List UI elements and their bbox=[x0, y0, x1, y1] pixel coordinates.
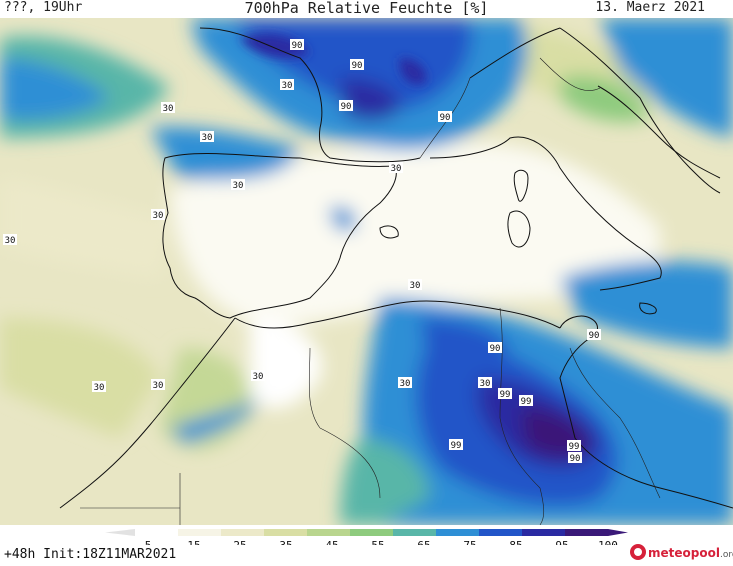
contour-label-bg bbox=[587, 329, 601, 340]
contour-label: 30 bbox=[94, 383, 105, 393]
init-time-label: +48h Init:18Z11MAR2021 bbox=[4, 547, 177, 562]
contour-label: 99 bbox=[569, 442, 580, 452]
contour-label: 90 bbox=[341, 102, 352, 112]
contour-label-bg bbox=[280, 79, 294, 90]
contour-label: 30 bbox=[391, 164, 402, 174]
contour-label: 30 bbox=[163, 104, 174, 114]
forecast-date-label: 13. Maerz 2021 bbox=[595, 0, 705, 15]
contour-label: 99 bbox=[521, 397, 532, 407]
contour-label: 90 bbox=[589, 331, 600, 341]
contour-label: 90 bbox=[570, 454, 581, 464]
contour-label-bg bbox=[408, 279, 422, 290]
contour-label: 30 bbox=[233, 181, 244, 191]
coastlines bbox=[59, 27, 733, 509]
legend-tick-label: 15 bbox=[187, 539, 200, 545]
contour-label: 30 bbox=[153, 381, 164, 391]
contour-label-bg bbox=[498, 388, 512, 399]
contour-label-bg bbox=[200, 131, 214, 142]
contour-label-bg bbox=[389, 162, 403, 173]
contour-label: 30 bbox=[153, 211, 164, 221]
legend-tick-label: 95 bbox=[555, 539, 568, 545]
legend-swatch bbox=[565, 529, 609, 536]
legend-swatch bbox=[178, 529, 222, 536]
contour-label-bg bbox=[151, 209, 165, 220]
contour-label-bg bbox=[398, 377, 412, 388]
contour-label-bg bbox=[231, 179, 245, 190]
legend-tick-label: 75 bbox=[463, 539, 476, 545]
contour-label-bg bbox=[350, 59, 364, 70]
contour-label: 90 bbox=[440, 113, 451, 123]
brand-logo[interactable]: meteopool.org bbox=[630, 543, 733, 565]
legend-tick-label: 85 bbox=[509, 539, 522, 545]
legend-swatch bbox=[479, 529, 523, 536]
contour-label-bg bbox=[438, 111, 452, 122]
contour-label-bg bbox=[567, 440, 581, 451]
legend-min-arrow bbox=[105, 529, 135, 536]
brand-name: meteopool bbox=[648, 546, 720, 560]
contour-label: 99 bbox=[500, 390, 511, 400]
contour-label: 30 bbox=[400, 379, 411, 389]
contour-label-bg bbox=[488, 342, 502, 353]
contour-label-bg bbox=[161, 102, 175, 113]
contour-label: 99 bbox=[451, 441, 462, 451]
legend-tick-label: 25 bbox=[233, 539, 246, 545]
legend-max-arrow bbox=[608, 529, 628, 536]
contour-label-bg bbox=[568, 452, 582, 463]
color-legend: 5 15 25 35 45 55 65 75 85 95 100 bbox=[105, 529, 628, 545]
legend-swatch bbox=[307, 529, 351, 536]
contour-label: 90 bbox=[352, 61, 363, 71]
contour-label-bg bbox=[519, 395, 533, 406]
contour-label-bg bbox=[151, 379, 165, 390]
legend-swatch bbox=[522, 529, 566, 536]
contour-label-bg bbox=[478, 377, 492, 388]
contour-label-bg bbox=[449, 439, 463, 450]
contour-label: 30 bbox=[202, 133, 213, 143]
humidity-map: 90 90 90 90 30 30 30 30 30 30 30 30 30 30 30 30 30 90 90 99… bbox=[0, 18, 733, 525]
legend-tick-label: 55 bbox=[371, 539, 384, 545]
contour-label: 30 bbox=[253, 372, 264, 382]
contour-label-bg bbox=[92, 381, 106, 392]
contour-label: 30 bbox=[410, 281, 421, 291]
legend-tick-label: 100 bbox=[598, 539, 618, 545]
legend-tick-label: 45 bbox=[325, 539, 338, 545]
legend-tick-label: 35 bbox=[279, 539, 292, 545]
country-borders bbox=[80, 57, 661, 525]
contour-label-bg bbox=[290, 39, 304, 50]
legend-swatch bbox=[264, 529, 308, 536]
contour-label-bg bbox=[339, 100, 353, 111]
legend-swatch bbox=[393, 529, 437, 536]
contour-label: 30 bbox=[5, 236, 16, 246]
contour-label-bg bbox=[251, 370, 265, 381]
contour-label: 30 bbox=[480, 379, 491, 389]
logo-icon bbox=[630, 544, 646, 560]
humidity-field bbox=[0, 18, 733, 525]
legend-swatch bbox=[221, 529, 265, 536]
legend-tick-label: 5 bbox=[145, 539, 152, 545]
forecast-time-label: ???, 19Uhr bbox=[4, 0, 83, 15]
contour-label: 30 bbox=[282, 81, 293, 91]
contour-label: 90 bbox=[292, 41, 303, 51]
legend-swatch bbox=[350, 529, 394, 536]
brand-suffix: .org bbox=[719, 550, 733, 560]
legend-swatch bbox=[436, 529, 480, 536]
map-title: 700hPa Relative Feuchte [%] bbox=[244, 0, 489, 17]
legend-tick-label: 65 bbox=[417, 539, 430, 545]
contour-label-bg bbox=[3, 234, 17, 245]
contour-label: 90 bbox=[490, 344, 501, 354]
contour-labels: 90 90 90 90 30 30 30 30 30 30 30 30 30 30 30 30 30 90 90 99… bbox=[3, 39, 601, 464]
legend-swatch bbox=[135, 529, 179, 536]
